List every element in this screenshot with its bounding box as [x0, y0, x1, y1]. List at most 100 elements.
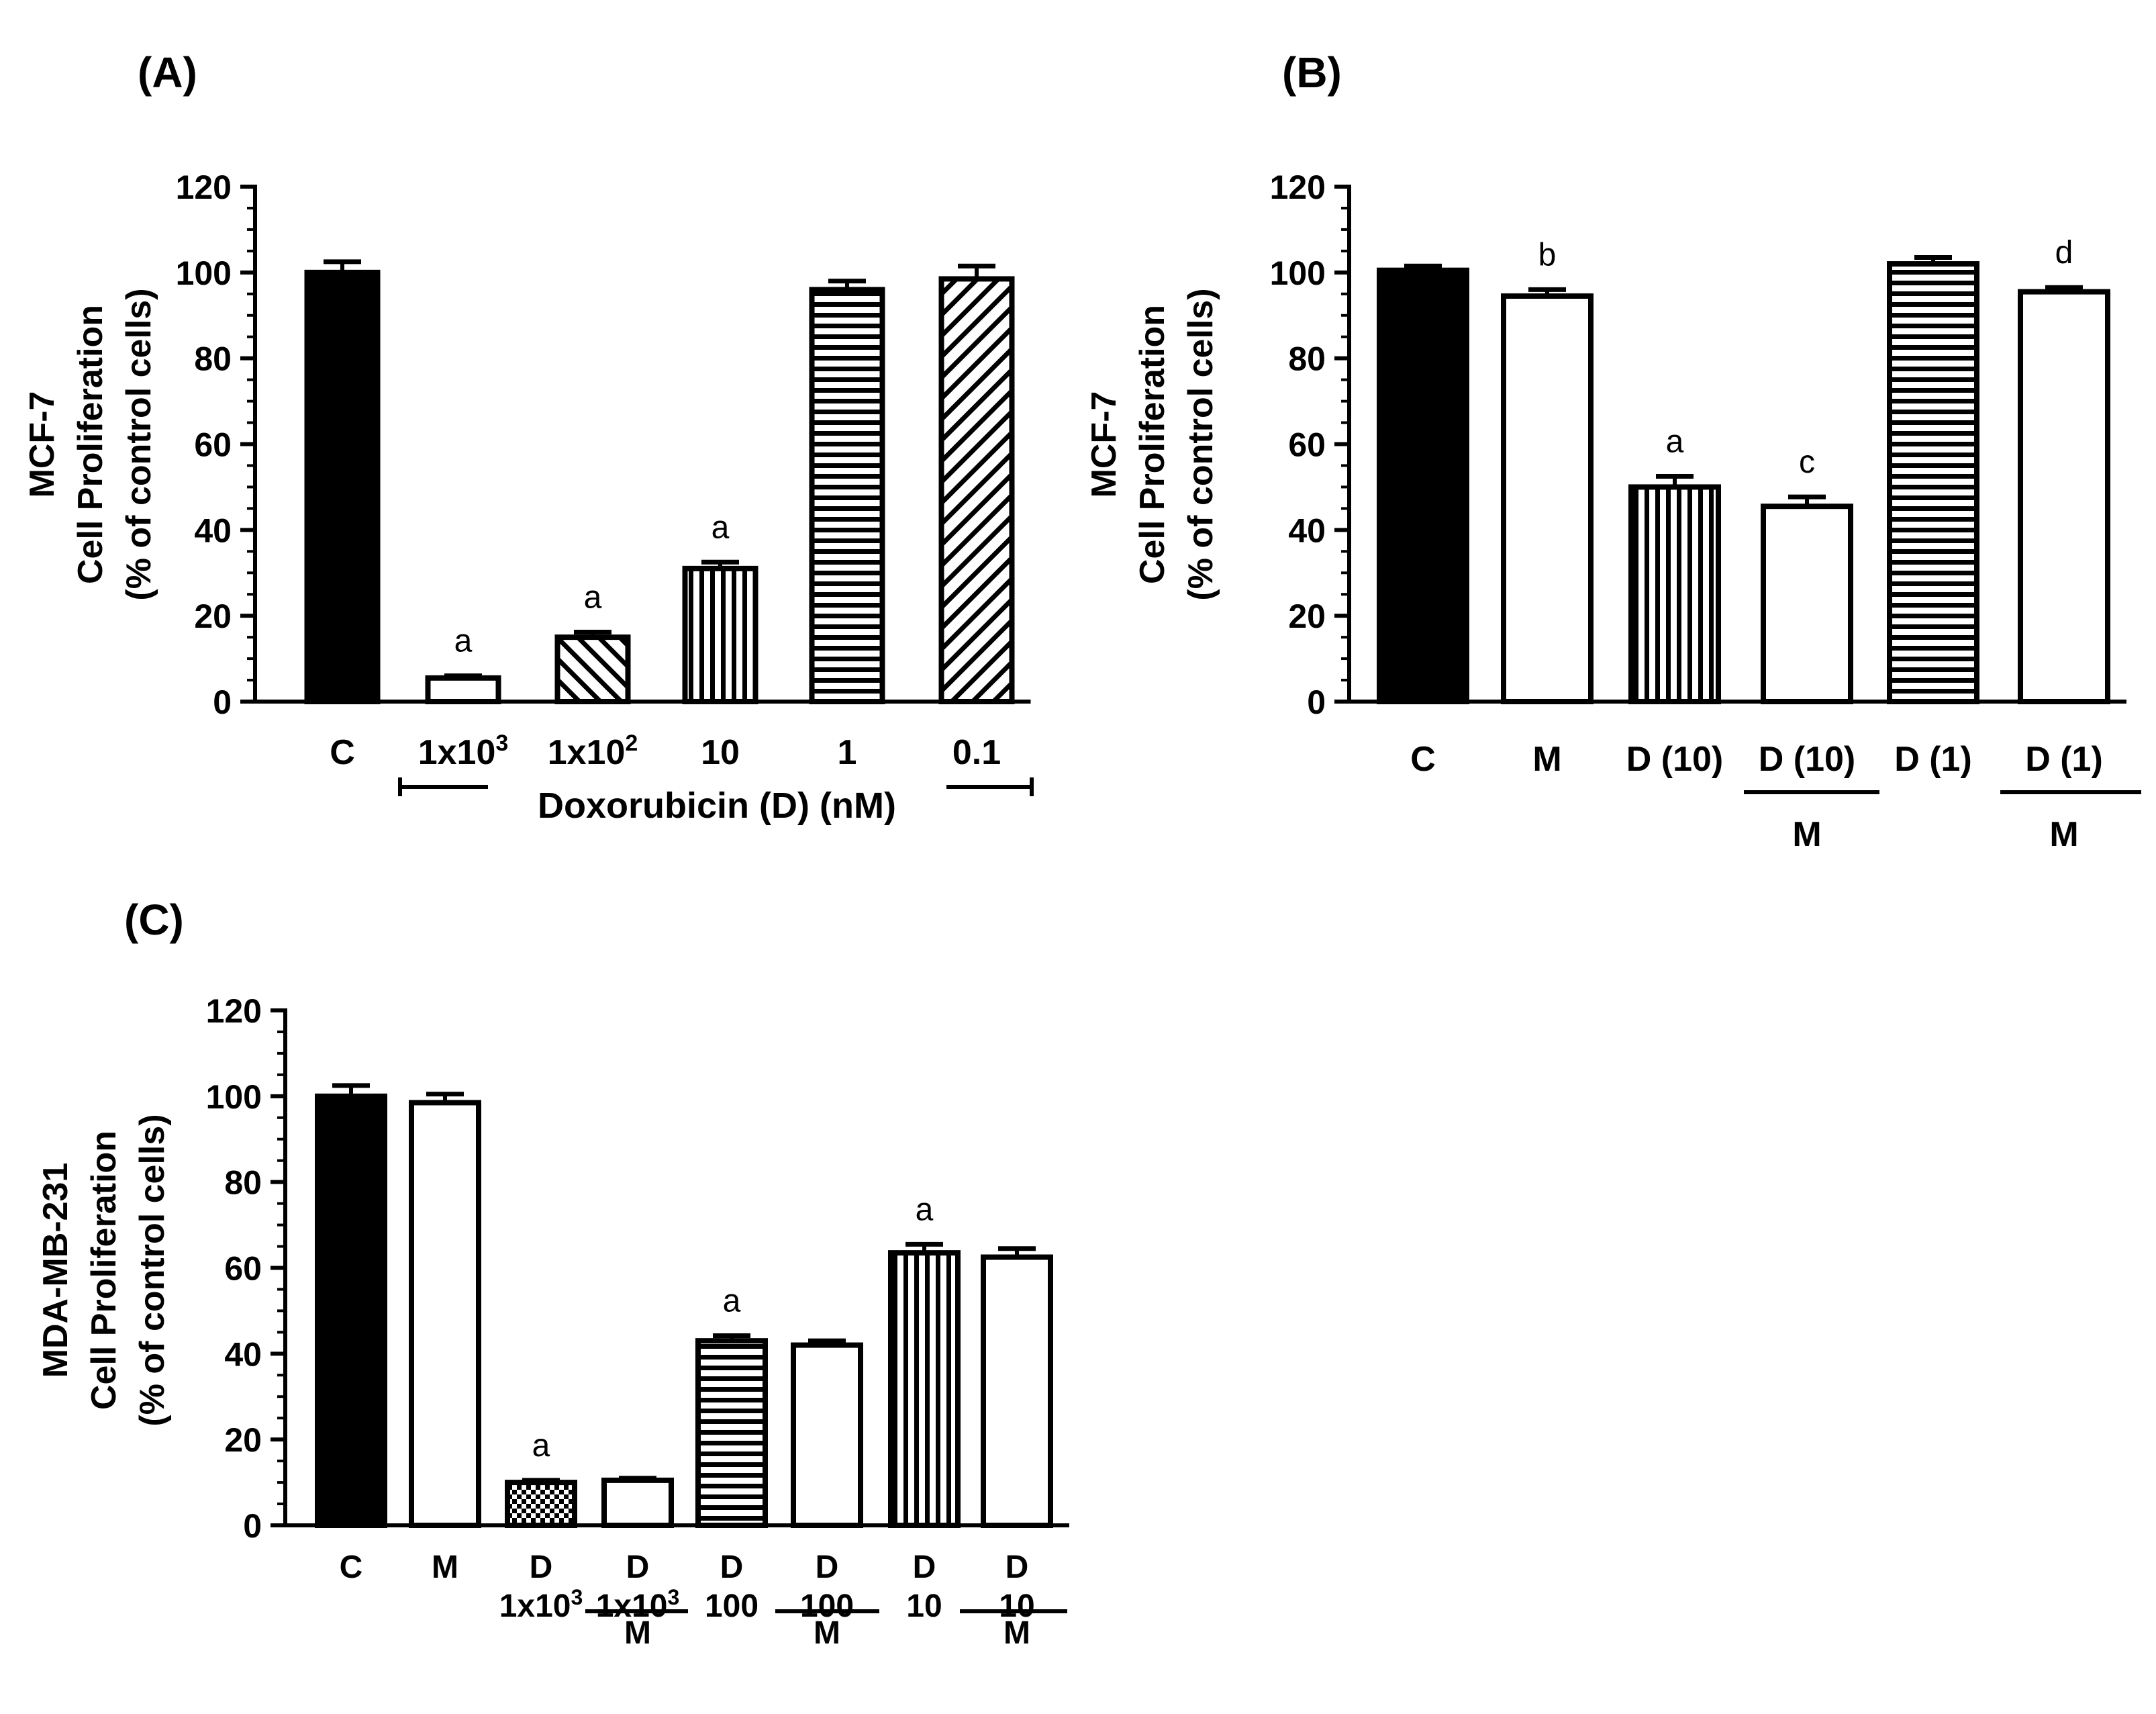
x-tick-label: D — [913, 1550, 936, 1585]
x-tick-label: D (1) — [1894, 740, 1972, 779]
y-tick-label: 120 — [176, 169, 232, 206]
panel-c-ylabel-line-3: (% of control cells) — [133, 1114, 172, 1426]
y-tick-label: 40 — [1288, 512, 1326, 549]
bar — [809, 287, 885, 704]
bar-group: C — [304, 259, 381, 772]
x-tick-label: D (10) — [1626, 740, 1723, 779]
x-tick-label: 10 — [999, 1588, 1034, 1624]
panel-a-y-axis: 0 20 40 60 80 100 120 — [176, 169, 1031, 721]
significance-label: a — [454, 624, 473, 659]
panel-a-label: (A) — [138, 48, 197, 97]
significance-label: a — [916, 1192, 934, 1227]
x-tick-label: 1x102 — [548, 730, 638, 772]
panel-b-ylabel: MCF-7 Cell Proliferation (% of control c… — [1085, 288, 1220, 600]
bar-group: C — [315, 1083, 387, 1585]
x-tick-label: 100 — [705, 1588, 758, 1624]
x-tick-label: D — [626, 1550, 650, 1585]
y-tick-label: 80 — [224, 1164, 262, 1202]
bar — [315, 1093, 387, 1529]
bar — [682, 565, 758, 704]
panel-a-ylabel-line-1: MCF-7 — [23, 391, 62, 498]
y-tick-label: 0 — [243, 1507, 262, 1545]
y-tick-label: 0 — [1307, 683, 1326, 721]
x-tick-label-combo-m: M — [1792, 815, 1821, 854]
bar — [1761, 504, 1853, 704]
y-tick-label: 20 — [194, 598, 232, 635]
bar — [1628, 484, 1721, 705]
panel-b-ylabel-line-1: MCF-7 — [1085, 391, 1124, 498]
bar-group: M — [409, 1092, 481, 1585]
significance-label: b — [1538, 237, 1557, 273]
panel-a-ylabel: MCF-7 Cell Proliferation (% of control c… — [23, 288, 158, 600]
y-tick-label: 100 — [1270, 254, 1326, 292]
x-tick-label: D — [530, 1550, 553, 1585]
x-tick-label: 100 — [800, 1588, 854, 1624]
y-tick-label: 120 — [1270, 169, 1326, 206]
panel-b-ylabel-line-2: Cell Proliferation — [1133, 305, 1172, 584]
bar-group: a 1x102 — [548, 579, 638, 772]
bar — [1887, 261, 1979, 704]
x-tick-label: D — [720, 1550, 744, 1585]
panel-c-ylabel-line-1: MDA-MB-231 — [36, 1163, 75, 1378]
panel-a: (A) MCF-7 Cell Proliferation (% of contr… — [23, 48, 1034, 826]
x-tick-label-combo-m: M — [2049, 815, 2078, 854]
x-tick-label: 10 — [906, 1588, 942, 1624]
x-tick-label: D (1) — [2025, 740, 2103, 779]
x-tick-label: C — [340, 1550, 363, 1585]
significance-label: a — [584, 579, 602, 615]
bar — [981, 1254, 1053, 1529]
x-tick-label: D — [816, 1550, 839, 1585]
panel-c-ylabel-line-2: Cell Proliferation — [85, 1131, 124, 1410]
panel-b-ylabel-line-3: (% of control cells) — [1181, 288, 1220, 600]
y-tick-label: 40 — [194, 512, 232, 549]
panel-c-label: (C) — [124, 896, 184, 944]
bar — [409, 1100, 481, 1528]
bar — [888, 1250, 961, 1528]
bar — [791, 1342, 863, 1529]
bar — [601, 1477, 674, 1528]
bar-group: a 1x103 — [418, 624, 509, 772]
bar — [938, 276, 1015, 704]
y-tick-label: 60 — [224, 1250, 262, 1288]
significance-label: d — [2055, 235, 2073, 271]
x-tick-label: C — [1410, 740, 1436, 779]
x-tick-label: 1 — [838, 733, 857, 772]
bar — [2018, 289, 2110, 704]
x-tick-label: 10 — [701, 733, 740, 772]
significance-label: a — [1666, 424, 1684, 459]
bar — [505, 1480, 577, 1528]
bar-group: D (1) — [1887, 254, 1979, 779]
bar-group: 1 — [809, 279, 885, 772]
panel-a-xlabel: Doxorubicin (D) (nM) — [538, 785, 896, 826]
y-tick-label: 60 — [194, 426, 232, 464]
panel-c-ylabel: MDA-MB-231 Cell Proliferation (% of cont… — [36, 1114, 172, 1426]
bar-group: a D (10) — [1626, 424, 1723, 779]
panel-c: (C) MDA-MB-231 Cell Proliferation (% of … — [36, 896, 1069, 1651]
x-tick-label: D (10) — [1759, 740, 1855, 779]
y-tick-label: 80 — [1288, 340, 1326, 378]
panel-b-y-axis: 0 20 40 60 80 100 120 — [1270, 169, 2126, 721]
bar-group: bM — [1501, 237, 1594, 779]
bar-group: d D (1) M — [2018, 235, 2110, 854]
y-tick-label: 0 — [213, 683, 232, 721]
y-tick-label: 80 — [194, 340, 232, 378]
x-tick-label: 1x103 — [596, 1585, 680, 1624]
bar-group: C — [1377, 263, 1469, 779]
significance-label: a — [723, 1283, 741, 1319]
panel-a-ylabel-line-3: (% of control cells) — [119, 288, 158, 600]
x-tick-label: M — [432, 1550, 458, 1585]
bar — [425, 675, 501, 704]
x-tick-label: D — [1006, 1550, 1029, 1585]
y-tick-label: 120 — [206, 992, 262, 1030]
bar-group: a 10 — [682, 510, 758, 772]
y-tick-label: 20 — [1288, 598, 1326, 635]
y-tick-label: 100 — [206, 1078, 262, 1116]
y-tick-label: 100 — [176, 254, 232, 292]
x-tick-label: M — [1532, 740, 1561, 779]
x-tick-label: 0.1 — [952, 733, 1001, 772]
